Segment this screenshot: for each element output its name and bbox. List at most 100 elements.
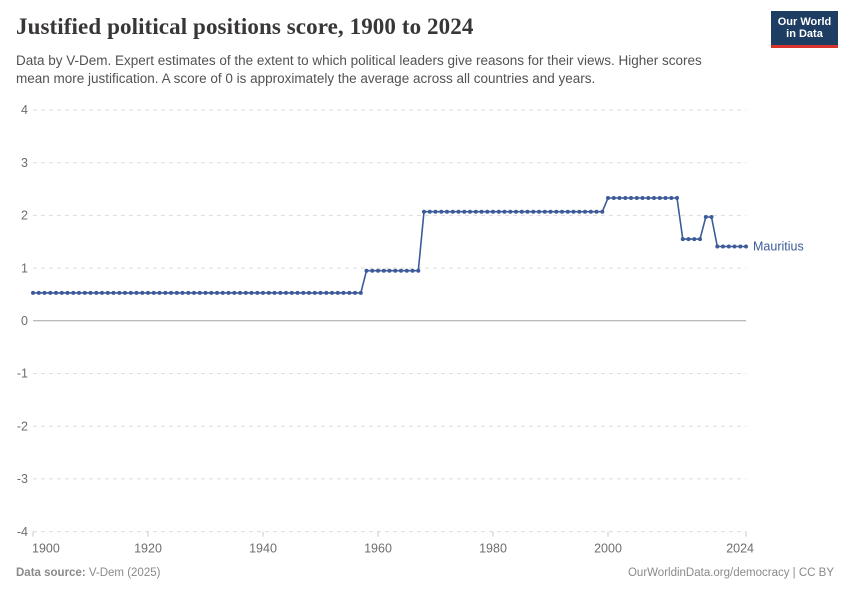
data-point	[548, 209, 553, 214]
data-point	[479, 209, 484, 214]
data-point	[629, 196, 633, 200]
data-point	[88, 290, 93, 295]
data-point	[123, 290, 127, 295]
y-axis-labels: 4 3 2 1 0 -1 -2 -3 -4	[17, 103, 28, 539]
x-axis-tick-label: 2024	[726, 542, 754, 555]
x-axis-tick-label: 1920	[134, 542, 162, 555]
data-point	[473, 209, 478, 214]
data-point	[381, 268, 386, 273]
data-point	[600, 209, 605, 214]
data-point	[71, 290, 76, 295]
data-point	[330, 290, 334, 295]
data-point	[307, 290, 311, 295]
data-point	[215, 290, 219, 295]
data-point	[243, 290, 248, 295]
data-point	[531, 209, 536, 214]
data-point	[606, 196, 610, 200]
data-point	[485, 209, 490, 214]
y-gridlines	[33, 109, 746, 533]
data-point	[358, 290, 363, 295]
data-point	[462, 209, 467, 214]
y-axis-tick-label: -3	[17, 472, 28, 486]
owid-logo[interactable]: Our World in Data	[771, 11, 838, 48]
data-point	[134, 290, 139, 295]
x-axis-tick-label: 1940	[249, 542, 277, 555]
owid-logo-text: Our World in Data	[777, 15, 832, 41]
data-point	[209, 290, 214, 295]
data-point	[238, 290, 242, 295]
chart-title: Justified political positions score, 190…	[16, 14, 474, 39]
x-axis: 1900 1920 1940 1960 1980 2000 2024	[32, 531, 754, 555]
data-point	[502, 209, 507, 214]
data-point	[140, 290, 145, 295]
data-point	[117, 290, 122, 295]
x-axis-tick-label: 1960	[364, 542, 392, 555]
data-point	[623, 196, 628, 200]
data-point	[715, 244, 720, 249]
data-point	[554, 209, 559, 214]
data-point	[295, 290, 300, 295]
data-point	[42, 290, 47, 295]
data-point	[652, 196, 656, 200]
data-point	[203, 290, 208, 295]
data-point	[347, 290, 352, 295]
data-point	[698, 237, 702, 242]
data-point	[675, 196, 679, 200]
x-axis-tick-label: 1980	[479, 542, 507, 555]
data-point	[427, 209, 432, 214]
chart-subtitle: Data by V-Dem. Expert estimates of the e…	[16, 53, 702, 86]
data-point	[174, 290, 179, 295]
y-axis-tick-label: -2	[17, 419, 28, 433]
data-point	[732, 244, 737, 249]
data-point	[611, 196, 616, 200]
data-point	[82, 290, 87, 295]
data-point	[450, 209, 455, 214]
line-chart-canvas[interactable]: 4 3 2 1 0 -1 -2 -3 -4 1900 1920 1940 1960 1980 2000 202…	[0, 95, 850, 555]
data-point	[514, 209, 518, 214]
data-point	[128, 290, 133, 295]
data-point	[496, 209, 501, 214]
data-point	[669, 196, 674, 200]
chart-footer: Data source: V-Dem (2025) OurWorldinData…	[16, 567, 834, 579]
data-point	[703, 215, 708, 219]
data-point	[439, 209, 444, 214]
data-point	[721, 244, 725, 249]
data-point	[588, 209, 593, 214]
y-axis-tick-label: 1	[21, 261, 28, 275]
data-point	[646, 196, 651, 200]
data-point	[100, 290, 104, 295]
series-mauritius[interactable]: Mauritius	[31, 196, 804, 295]
data-point	[657, 196, 662, 200]
data-point	[468, 209, 472, 214]
data-point	[146, 290, 150, 295]
data-point	[197, 290, 202, 295]
data-point	[726, 244, 731, 249]
data-point	[399, 268, 403, 273]
data-point	[594, 209, 599, 214]
data-point	[376, 268, 380, 273]
data-point	[220, 290, 225, 295]
data-point	[272, 290, 277, 295]
data-point	[54, 290, 58, 295]
data-point	[445, 209, 449, 214]
data-point	[393, 268, 398, 273]
data-point	[387, 268, 392, 273]
data-point	[186, 290, 191, 295]
data-point	[663, 196, 668, 200]
data-point	[565, 209, 570, 214]
data-point	[180, 290, 185, 295]
series-label[interactable]: Mauritius	[753, 240, 804, 254]
data-point	[341, 290, 346, 295]
y-axis-tick-label: 0	[21, 314, 28, 328]
data-point	[422, 209, 426, 214]
y-axis-tick-label: 2	[21, 209, 28, 223]
data-point	[31, 290, 35, 295]
data-point	[163, 290, 168, 295]
data-point	[404, 268, 409, 273]
data-point	[709, 215, 714, 219]
data-point	[48, 290, 53, 295]
data-point	[583, 209, 587, 214]
data-point	[491, 209, 495, 214]
attribution-link[interactable]: OurWorldinData.org/democracy | CC BY	[627, 567, 834, 579]
data-point	[157, 290, 162, 295]
